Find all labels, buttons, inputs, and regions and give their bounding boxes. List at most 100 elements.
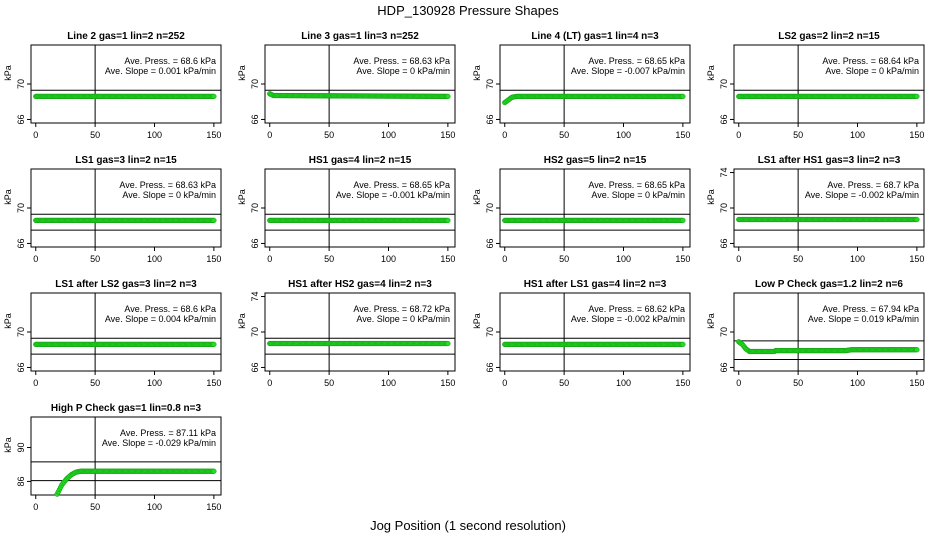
x-axis-label: Jog Position (1 second resolution) bbox=[370, 518, 566, 533]
chart-title: LS1 after HS1 gas=3 lin=2 n=3 bbox=[758, 155, 901, 166]
x-tick-label: 0 bbox=[502, 254, 507, 264]
plot-frame bbox=[30, 416, 222, 496]
x-tick-label: 0 bbox=[736, 254, 741, 264]
y-axis-label: kPa bbox=[472, 189, 482, 205]
data-series bbox=[267, 217, 451, 224]
data-series bbox=[502, 217, 686, 224]
y-tick-label: 70 bbox=[16, 203, 26, 213]
y-tick-label: 66 bbox=[485, 114, 495, 124]
y-axis-label: kPa bbox=[3, 65, 13, 81]
x-tick-label: 50 bbox=[793, 130, 803, 140]
avg-slope-annotation: Ave. Slope = 0.001 kPa/min bbox=[105, 66, 216, 76]
data-point bbox=[445, 217, 451, 224]
x-tick-label: 150 bbox=[440, 378, 455, 388]
chart-title: LS1 after LS2 gas=3 lin=2 n=3 bbox=[55, 279, 197, 290]
avg-slope-annotation: Ave. Slope = 0 kPa/min bbox=[122, 190, 216, 200]
x-tick-label: 150 bbox=[440, 254, 455, 264]
y-tick-label: 70 bbox=[16, 79, 26, 89]
chart-title: Line 2 gas=1 lin=2 n=252 bbox=[67, 31, 185, 42]
y-tick-label: 70 bbox=[485, 79, 495, 89]
y-tick-label: 66 bbox=[719, 238, 729, 248]
x-tick-label: 100 bbox=[850, 254, 865, 264]
x-tick-label: 50 bbox=[90, 502, 100, 512]
x-tick-label: 150 bbox=[675, 130, 690, 140]
x-tick-label: 0 bbox=[267, 378, 272, 388]
chart-panel: LS1 after HS1 gas=3 lin=2 n=3 0 50 100 150 66… bbox=[706, 155, 925, 264]
x-tick-label: 150 bbox=[206, 254, 221, 264]
data-series bbox=[502, 93, 686, 106]
y-tick-label: 70 bbox=[485, 327, 495, 337]
x-tick-label: 150 bbox=[909, 254, 924, 264]
y-axis-label: kPa bbox=[706, 65, 716, 81]
y-tick-label: 70 bbox=[485, 203, 495, 213]
data-point bbox=[211, 217, 217, 224]
x-tick-label: 100 bbox=[616, 130, 631, 140]
data-series bbox=[502, 341, 686, 348]
y-tick-label: 70 bbox=[250, 327, 260, 337]
x-tick-label: 50 bbox=[793, 254, 803, 264]
avg-pressure-annotation: Ave. Press. = 68.63 kPa bbox=[353, 56, 450, 66]
avg-pressure-annotation: Ave. Press. = 68.6 kPa bbox=[124, 56, 216, 66]
x-tick-label: 50 bbox=[559, 254, 569, 264]
y-axis-label: kPa bbox=[472, 313, 482, 329]
y-tick-label: 74 bbox=[250, 292, 260, 302]
x-tick-label: 100 bbox=[381, 254, 396, 264]
data-point bbox=[680, 341, 686, 348]
x-tick-label: 50 bbox=[793, 378, 803, 388]
avg-slope-annotation: Ave. Slope = -0.007 kPa/min bbox=[571, 66, 685, 76]
y-tick-label: 66 bbox=[719, 114, 729, 124]
y-tick-label: 70 bbox=[250, 203, 260, 213]
avg-slope-annotation: Ave. Slope = 0 kPa/min bbox=[591, 190, 685, 200]
x-tick-label: 100 bbox=[616, 254, 631, 264]
x-tick-label: 150 bbox=[909, 378, 924, 388]
data-series bbox=[33, 217, 217, 224]
chart-panel: Low P Check gas=1.2 lin=2 n=6 0 50 100 150 66… bbox=[706, 279, 925, 388]
data-point bbox=[211, 341, 217, 348]
y-tick-label: 66 bbox=[485, 238, 495, 248]
chart-title: LS1 gas=3 lin=2 n=15 bbox=[75, 155, 177, 166]
x-tick-label: 150 bbox=[440, 130, 455, 140]
data-point bbox=[914, 93, 920, 100]
x-tick-label: 150 bbox=[909, 130, 924, 140]
x-tick-label: 0 bbox=[736, 378, 741, 388]
chart-title: High P Check gas=1 lin=0.8 n=3 bbox=[51, 403, 202, 414]
y-tick-label: 66 bbox=[16, 362, 26, 372]
x-tick-label: 50 bbox=[559, 130, 569, 140]
x-tick-label: 150 bbox=[675, 254, 690, 264]
avg-pressure-annotation: Ave. Press. = 68.64 kPa bbox=[822, 56, 919, 66]
x-tick-label: 0 bbox=[33, 502, 38, 512]
page-title: HDP_130928 Pressure Shapes bbox=[377, 3, 559, 18]
data-series bbox=[267, 340, 451, 347]
x-tick-label: 100 bbox=[147, 130, 162, 140]
x-tick-label: 100 bbox=[850, 378, 865, 388]
x-tick-label: 100 bbox=[147, 254, 162, 264]
avg-slope-annotation: Ave. Slope = 0 kPa/min bbox=[356, 314, 450, 324]
chart-panel: HS1 after LS1 gas=4 lin=2 n=3 0 50 100 150 66… bbox=[472, 279, 691, 388]
x-tick-label: 150 bbox=[206, 378, 221, 388]
y-tick-label: 66 bbox=[16, 114, 26, 124]
x-tick-label: 100 bbox=[147, 502, 162, 512]
chart-title: HS1 after HS2 gas=4 lin=2 n=3 bbox=[288, 279, 432, 290]
y-tick-label: 66 bbox=[485, 362, 495, 372]
avg-slope-annotation: Ave. Slope = -0.001 kPa/min bbox=[336, 190, 450, 200]
chart-title: LS2 gas=2 lin=2 n=15 bbox=[778, 31, 880, 42]
y-axis-label: kPa bbox=[3, 189, 13, 205]
x-tick-label: 50 bbox=[324, 254, 334, 264]
y-axis-label: kPa bbox=[237, 65, 247, 81]
x-tick-label: 0 bbox=[33, 254, 38, 264]
chart-title: HS2 gas=5 lin=2 n=15 bbox=[544, 155, 647, 166]
chart-panel: Line 3 gas=1 lin=3 n=252 0 50 100 150 66 70kPa… bbox=[237, 31, 456, 140]
avg-slope-annotation: Ave. Slope = -0.029 kPa/min bbox=[102, 438, 216, 448]
chart-title: HS1 gas=4 lin=2 n=15 bbox=[309, 155, 412, 166]
y-tick-label: 90 bbox=[16, 443, 26, 453]
x-tick-label: 100 bbox=[147, 378, 162, 388]
avg-pressure-annotation: Ave. Press. = 68.65 kPa bbox=[353, 180, 450, 190]
y-tick-label: 66 bbox=[719, 362, 729, 372]
data-point bbox=[445, 93, 451, 100]
chart-panel: Line 2 gas=1 lin=2 n=252 0 50 100 150 66 70kPa… bbox=[3, 31, 222, 140]
chart-title: Line 3 gas=1 lin=3 n=252 bbox=[301, 31, 419, 42]
x-tick-label: 0 bbox=[267, 130, 272, 140]
y-tick-label: 70 bbox=[719, 327, 729, 337]
